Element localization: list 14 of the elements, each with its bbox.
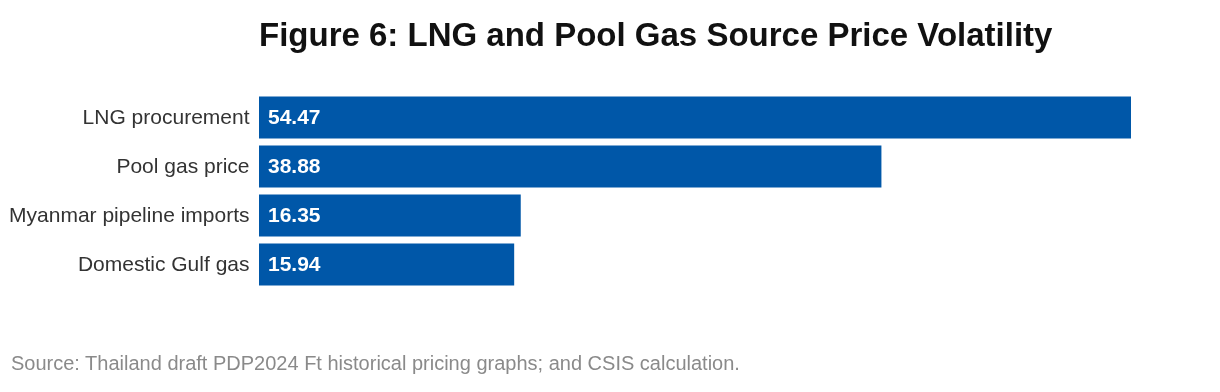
source-note: Source: Thailand draft PDP2024 Ft historical pricing graphs; and CSIS calculation. [11,352,740,375]
bar [259,96,1131,139]
bar [259,145,882,188]
chart-title: Figure 6: LNG and Pool Gas Source Price Volatility [259,16,1054,53]
y-tick-label: Pool gas price [116,153,250,177]
y-tick-label: Domestic Gulf gas [77,251,250,275]
bar [259,243,515,286]
bar [259,194,521,237]
data-label: 38.88 [268,153,321,177]
y-tick-label: Myanmar pipeline imports [9,202,250,226]
data-label: 15.94 [268,251,321,275]
data-label: 54.47 [268,104,321,128]
y-tick-label: LNG procurement [82,104,250,128]
data-label: 16.35 [268,202,321,226]
